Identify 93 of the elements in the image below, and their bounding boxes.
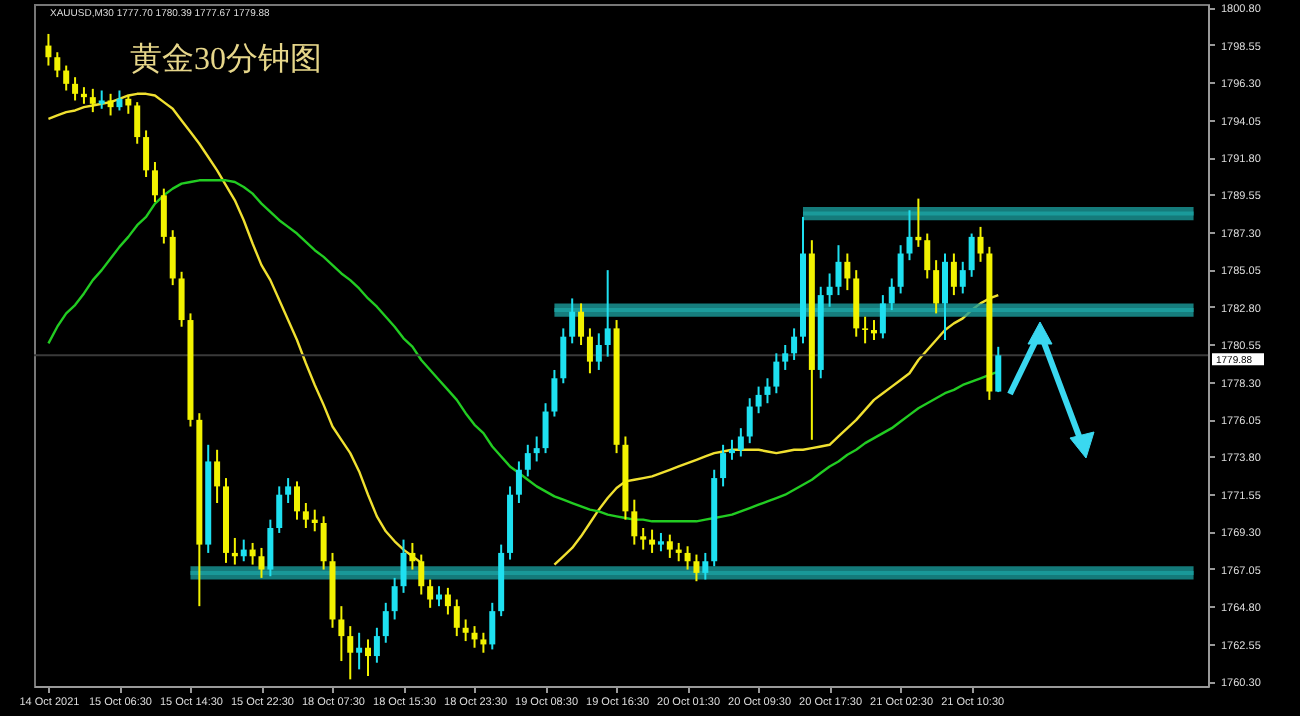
candlestick [773,352,780,395]
candlestick [267,518,274,578]
candlestick [143,129,150,178]
candlestick [453,598,460,638]
candlestick [737,427,744,458]
candlestick [578,302,585,346]
candlestick [693,553,700,583]
candlestick [72,76,79,102]
candlestick [249,541,256,566]
candlestick [666,533,673,559]
candlestick [968,232,975,278]
candlestick [515,460,522,505]
candlestick [657,531,664,553]
candlestick [151,161,158,203]
candlestick [462,618,469,643]
candlestick [560,327,567,385]
candlestick [649,528,656,554]
candlestick [391,576,398,621]
candlestick [240,538,247,563]
candlestick [489,601,496,651]
candlestick [524,443,531,478]
candlestick [338,605,345,663]
candlestick [258,546,265,579]
candlestick [471,625,478,649]
candlestick [888,277,895,312]
candlestick [98,89,105,110]
candlestick [977,225,984,263]
candlestick [480,631,487,654]
candlestick [418,553,425,596]
candlestick [134,101,141,145]
candlestick [54,51,61,79]
candlestick [107,92,114,117]
candlestick [311,508,318,533]
candlestick [942,252,949,342]
candlestick [436,585,443,608]
candlestick [870,319,877,342]
candlestick [542,402,549,455]
candlestick [915,197,922,248]
candlestick [924,232,931,280]
candlestick [764,377,771,405]
candlestick [302,502,309,529]
candlestick [285,477,292,505]
candlestick [365,638,372,678]
candlestick [631,498,638,546]
candlestick [728,438,735,461]
text: 黄金30分钟图 [130,41,322,78]
candlestick [178,270,185,328]
candlestick [382,601,389,644]
candlestick [214,448,221,505]
candlestick [897,244,904,295]
candlestick [169,229,176,287]
candlestick [533,435,540,463]
candlestick [373,626,380,664]
candlestick [320,515,327,571]
candlestick [293,480,300,521]
candlestick [160,187,167,245]
candlestick [835,244,842,297]
candlestick [782,344,789,371]
candlestick [347,625,354,681]
candlestick [569,297,576,345]
candlestick [586,327,593,375]
candlestick [89,87,96,114]
candlestick [400,538,407,594]
candlestick [862,315,869,345]
candlestick [125,94,132,115]
candlestick [427,578,434,609]
candlestick [720,443,727,488]
candlestick [950,252,957,297]
candlestick [356,631,363,671]
candlestick [409,541,416,571]
candlestick [791,327,798,361]
candlestick [231,536,238,566]
candlestick [879,294,886,340]
candlestick [444,586,451,616]
candlestick [45,32,52,67]
candlestick [675,541,682,563]
candlestick [684,545,691,571]
candlestick [551,368,558,418]
candlestick [995,345,1002,394]
candlestick [116,89,123,112]
candlestick [746,397,753,445]
candlestick [595,332,602,371]
candlestick [959,260,966,295]
candlestick [640,526,647,551]
candlestick [755,385,762,415]
candlestick [844,252,851,292]
candlestick [276,485,283,534]
candlestick [702,551,709,581]
candlestick [933,259,940,315]
candlestick [604,269,611,358]
candlestick [906,209,913,262]
candlestick [63,64,70,92]
candlestick [826,272,833,308]
